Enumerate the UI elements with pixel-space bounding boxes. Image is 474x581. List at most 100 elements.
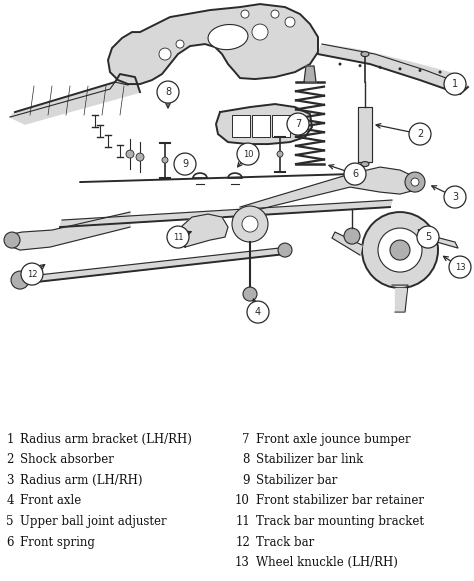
Text: 7: 7	[295, 119, 301, 129]
Polygon shape	[395, 288, 405, 310]
Circle shape	[390, 240, 410, 260]
Text: Stabilizer bar: Stabilizer bar	[256, 474, 337, 487]
Polygon shape	[428, 235, 458, 248]
Circle shape	[4, 232, 20, 248]
Text: 5: 5	[7, 515, 14, 528]
Polygon shape	[318, 44, 468, 94]
Circle shape	[399, 67, 401, 70]
Polygon shape	[18, 247, 288, 284]
Text: 12: 12	[27, 270, 37, 278]
Ellipse shape	[361, 162, 369, 167]
Bar	[252, 115, 270, 137]
Text: 1: 1	[7, 433, 14, 446]
Circle shape	[252, 24, 268, 40]
Circle shape	[11, 271, 29, 289]
Circle shape	[444, 186, 466, 208]
Text: 9: 9	[243, 474, 250, 487]
Text: Upper ball joint adjuster: Upper ball joint adjuster	[20, 515, 167, 528]
Polygon shape	[182, 214, 228, 247]
Circle shape	[174, 153, 196, 175]
Ellipse shape	[208, 24, 248, 49]
Text: 4: 4	[255, 307, 261, 317]
Text: Track bar mounting bracket: Track bar mounting bracket	[256, 515, 424, 528]
Circle shape	[417, 226, 439, 248]
Circle shape	[126, 150, 134, 158]
Circle shape	[405, 172, 425, 192]
Circle shape	[157, 81, 179, 103]
Circle shape	[409, 123, 431, 145]
Circle shape	[247, 301, 269, 323]
Circle shape	[285, 17, 295, 27]
Text: Stabilizer bar link: Stabilizer bar link	[256, 453, 363, 467]
Circle shape	[449, 256, 471, 278]
Circle shape	[162, 157, 168, 163]
Text: Front axle jounce bumper: Front axle jounce bumper	[256, 433, 410, 446]
Text: 9: 9	[182, 159, 188, 169]
Circle shape	[277, 151, 283, 157]
Text: 11: 11	[235, 515, 250, 528]
Circle shape	[241, 10, 249, 18]
Text: 10: 10	[243, 149, 253, 159]
Text: 13: 13	[455, 263, 465, 271]
Text: Front axle: Front axle	[20, 494, 81, 507]
Polygon shape	[8, 212, 130, 250]
Circle shape	[167, 226, 189, 248]
Text: 11: 11	[173, 232, 183, 242]
Text: Radius arm (LH/RH): Radius arm (LH/RH)	[20, 474, 143, 487]
Text: 8: 8	[243, 453, 250, 467]
Polygon shape	[10, 74, 140, 124]
Text: 2: 2	[7, 453, 14, 467]
Text: Front stabilizer bar retainer: Front stabilizer bar retainer	[256, 494, 424, 507]
Text: 13: 13	[235, 556, 250, 569]
Circle shape	[232, 206, 268, 242]
Bar	[272, 115, 290, 137]
Text: 5: 5	[425, 232, 431, 242]
Text: 6: 6	[352, 169, 358, 179]
Circle shape	[419, 69, 421, 72]
Circle shape	[444, 73, 466, 95]
Circle shape	[344, 228, 360, 244]
Text: 6: 6	[7, 536, 14, 548]
Polygon shape	[304, 66, 316, 82]
Circle shape	[242, 216, 258, 232]
Text: 2: 2	[417, 129, 423, 139]
Circle shape	[362, 212, 438, 288]
Circle shape	[287, 113, 309, 135]
Polygon shape	[332, 232, 362, 255]
Bar	[232, 115, 250, 137]
Circle shape	[136, 153, 144, 161]
Text: Track bar: Track bar	[256, 536, 314, 548]
Polygon shape	[358, 107, 372, 162]
Text: Front spring: Front spring	[20, 536, 95, 548]
Text: 3: 3	[452, 192, 458, 202]
Ellipse shape	[361, 52, 369, 56]
Text: 4: 4	[7, 494, 14, 507]
Text: Wheel knuckle (LH/RH): Wheel knuckle (LH/RH)	[256, 556, 398, 569]
Circle shape	[438, 70, 441, 74]
Text: 3: 3	[7, 474, 14, 487]
Text: 8: 8	[165, 87, 171, 97]
Text: Shock absorber: Shock absorber	[20, 453, 114, 467]
Circle shape	[378, 228, 422, 272]
Circle shape	[243, 287, 257, 301]
Polygon shape	[60, 200, 392, 227]
Text: 7: 7	[243, 433, 250, 446]
Circle shape	[338, 63, 341, 66]
Text: 1: 1	[452, 79, 458, 89]
Text: 10: 10	[235, 494, 250, 507]
Polygon shape	[240, 167, 418, 214]
Circle shape	[237, 143, 259, 165]
Circle shape	[358, 64, 362, 67]
Circle shape	[159, 48, 171, 60]
Text: 12: 12	[235, 536, 250, 548]
Polygon shape	[216, 104, 312, 144]
Circle shape	[21, 263, 43, 285]
Circle shape	[344, 163, 366, 185]
Text: Radius arm bracket (LH/RH): Radius arm bracket (LH/RH)	[20, 433, 192, 446]
Circle shape	[271, 10, 279, 18]
Polygon shape	[108, 4, 318, 84]
Circle shape	[379, 66, 382, 69]
Circle shape	[411, 178, 419, 186]
Circle shape	[278, 243, 292, 257]
Circle shape	[176, 40, 184, 48]
